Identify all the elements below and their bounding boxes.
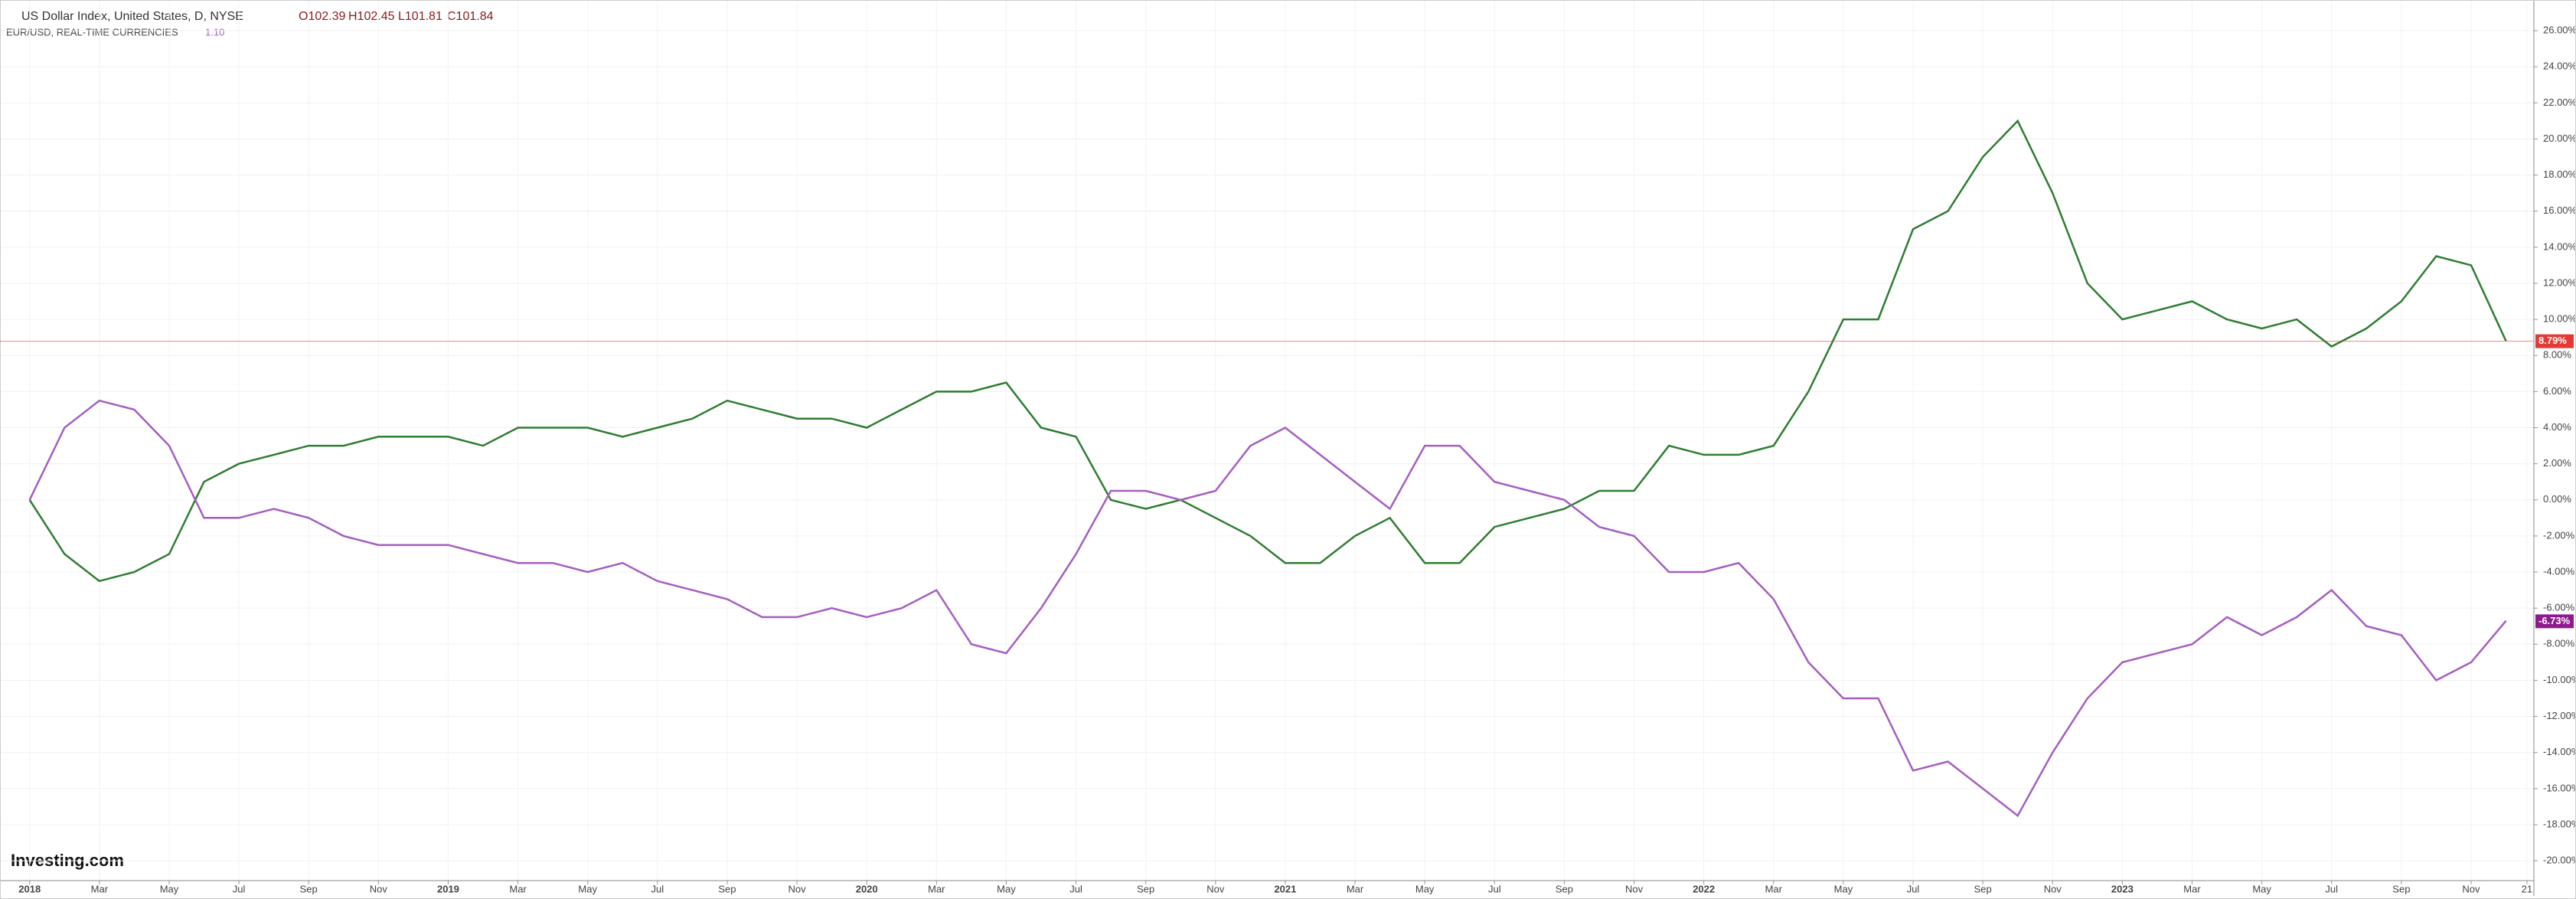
y-tick-label: -16.00% bbox=[2543, 782, 2576, 793]
y-tick-label: 18.00% bbox=[2543, 168, 2576, 180]
x-tick-label: 2023 bbox=[2111, 883, 2134, 894]
x-tick-label: 2021 bbox=[1274, 883, 1296, 894]
y-tick-label: -18.00% bbox=[2543, 818, 2576, 829]
y-tick-label: -2.00% bbox=[2543, 529, 2575, 541]
x-tick-label: Nov bbox=[370, 883, 388, 894]
x-tick-label: May bbox=[997, 883, 1016, 894]
x-tick-label: Jul bbox=[1488, 883, 1501, 894]
x-tick-label: Mar bbox=[509, 883, 527, 894]
x-tick-label: Mar bbox=[928, 883, 945, 894]
x-tick-label: Jul bbox=[2325, 883, 2338, 894]
low: L101.81 bbox=[398, 10, 442, 23]
logo: Investing.com bbox=[11, 851, 124, 870]
x-tick-label: Nov bbox=[2462, 883, 2480, 894]
x-tick-label: Mar bbox=[2183, 883, 2201, 894]
x-tick-label: May bbox=[578, 883, 597, 894]
chart-title: US Dollar Index, United States, D, NYSE bbox=[21, 10, 243, 23]
x-tick-label: Sep bbox=[1556, 883, 1573, 894]
y-tick-label: 12.00% bbox=[2543, 276, 2576, 288]
y-tick-label: -4.00% bbox=[2543, 565, 2575, 577]
y-tick-label: 0.00% bbox=[2543, 493, 2571, 505]
x-tick-label: 2020 bbox=[856, 883, 878, 894]
y-tick-label: 16.00% bbox=[2543, 204, 2576, 216]
y-tick-label: -6.00% bbox=[2543, 602, 2575, 613]
y-tick-label: 22.00% bbox=[2543, 96, 2576, 108]
x-tick-label: 2018 bbox=[18, 883, 41, 894]
x-tick-label: Sep bbox=[2392, 883, 2410, 894]
y-tick-label: 8.00% bbox=[2543, 349, 2571, 361]
y-tick-label: -10.00% bbox=[2543, 674, 2576, 685]
price-box bbox=[2535, 614, 2574, 629]
y-tick-label: -14.00% bbox=[2543, 746, 2576, 757]
x-tick-label: Mar bbox=[1347, 883, 1364, 894]
y-tick-label: 26.00% bbox=[2543, 24, 2576, 35]
x-tick-label: Jul bbox=[233, 883, 246, 894]
x-tick-label: May bbox=[1415, 883, 1435, 894]
x-tick-label: Mar bbox=[1765, 883, 1783, 894]
x-tick-label: May bbox=[1834, 883, 1853, 894]
x-tick-label: May bbox=[160, 883, 179, 894]
y-tick-label: 14.00% bbox=[2543, 240, 2576, 252]
x-tick-label: Sep bbox=[1137, 883, 1154, 894]
open: O102.39 bbox=[299, 10, 345, 23]
price-label: -6.73% bbox=[2538, 615, 2571, 626]
close: C101.84 bbox=[447, 10, 494, 23]
x-tick-label: Sep bbox=[1974, 883, 1992, 894]
x-tick-label: Jul bbox=[1907, 883, 1920, 894]
price-box bbox=[2535, 334, 2574, 348]
x-tick-label: Nov bbox=[788, 883, 807, 894]
series-line bbox=[28, 119, 2507, 583]
x-tick-label: Sep bbox=[300, 883, 318, 894]
y-tick-label: 10.00% bbox=[2543, 313, 2576, 325]
x-tick-label: Nov bbox=[1206, 883, 1225, 894]
y-tick-label: 2.00% bbox=[2543, 457, 2571, 469]
x-tick-label: May bbox=[2252, 883, 2271, 894]
x-tick-label: Jul bbox=[651, 883, 664, 894]
price-label: 8.79% bbox=[2538, 335, 2567, 346]
x-tick-label: Sep bbox=[718, 883, 736, 894]
x-tick-label: Nov bbox=[1625, 883, 1644, 894]
y-tick-label: 24.00% bbox=[2543, 60, 2576, 72]
y-tick-label: -8.00% bbox=[2543, 638, 2575, 649]
x-tick-label: 2022 bbox=[1693, 883, 1715, 894]
y-tick-label: 4.00% bbox=[2543, 421, 2571, 433]
high: H102.45 bbox=[348, 10, 395, 23]
x-tick-label: Jul bbox=[1069, 883, 1082, 894]
x-tick-label: 2019 bbox=[437, 883, 459, 894]
y-tick-label: -20.00% bbox=[2543, 855, 2576, 866]
y-tick-label: 6.00% bbox=[2543, 385, 2571, 397]
y-tick-label: 20.00% bbox=[2543, 132, 2576, 144]
series-line bbox=[28, 399, 2507, 818]
x-tick-label: Mar bbox=[91, 883, 109, 894]
subtitle: EUR/USD, REAL-TIME CURRENCIES bbox=[6, 26, 178, 38]
x-tick-label: 21 bbox=[2522, 883, 2532, 894]
x-tick-label: Nov bbox=[2044, 883, 2062, 894]
subtitle-value: 1.10 bbox=[205, 26, 224, 38]
y-tick-label: -12.00% bbox=[2543, 710, 2576, 721]
